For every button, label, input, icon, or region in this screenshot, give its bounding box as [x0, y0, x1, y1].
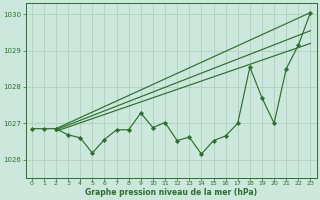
X-axis label: Graphe pression niveau de la mer (hPa): Graphe pression niveau de la mer (hPa) — [85, 188, 257, 197]
